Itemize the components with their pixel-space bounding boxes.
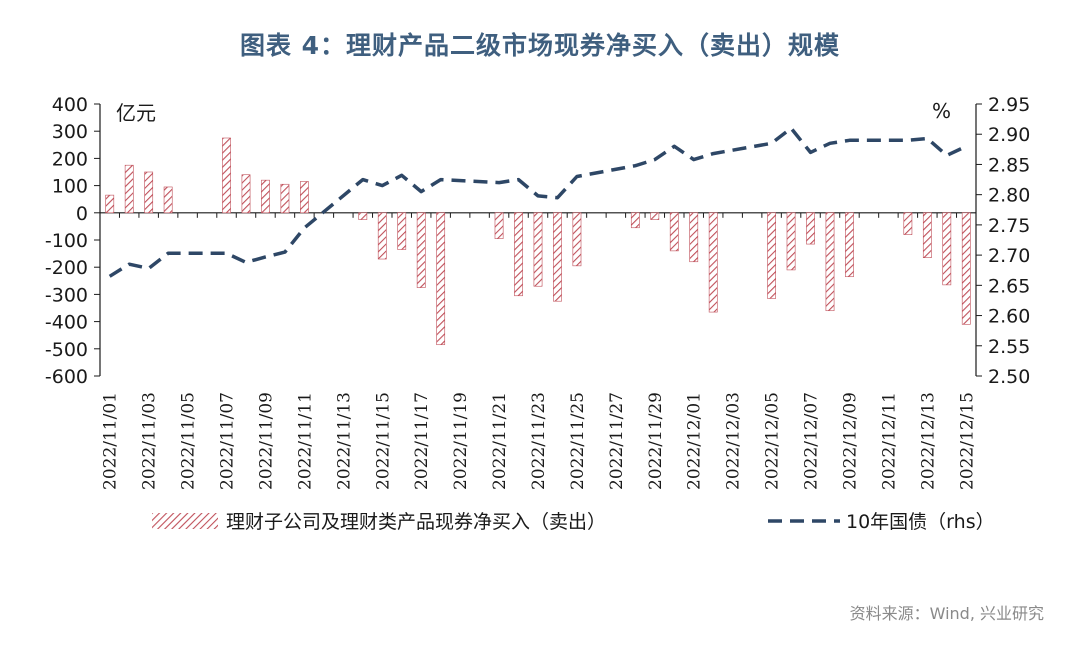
bar bbox=[105, 194, 115, 214]
left-axis-unit: 亿元 bbox=[116, 101, 156, 125]
legend-bar-label: 理财子公司及理财类产品现券净买入（卖出） bbox=[226, 511, 606, 533]
bar bbox=[124, 164, 134, 214]
x-tick-label: 2022/11/27 bbox=[607, 392, 627, 490]
x-tick-label: 2022/11/01 bbox=[101, 392, 121, 490]
bar bbox=[494, 212, 504, 239]
left-tick-label: -200 bbox=[45, 257, 88, 279]
legend-bar-swatch bbox=[152, 513, 218, 529]
bar bbox=[825, 212, 835, 312]
right-tick-label: 2.60 bbox=[988, 306, 1030, 328]
bar bbox=[942, 212, 952, 286]
right-tick-label: 2.75 bbox=[988, 215, 1030, 237]
x-tick-label: 2022/11/25 bbox=[568, 392, 588, 490]
yield-line bbox=[108, 126, 968, 278]
bar bbox=[689, 212, 699, 263]
left-tick-label: 100 bbox=[52, 176, 88, 198]
x-tick-label: 2022/11/13 bbox=[334, 392, 354, 490]
bar bbox=[241, 174, 251, 214]
bar bbox=[903, 212, 913, 235]
x-tick-label: 2022/11/21 bbox=[490, 392, 510, 490]
right-tick-label: 2.70 bbox=[988, 245, 1030, 267]
x-tick-label: 2022/12/01 bbox=[685, 392, 705, 490]
left-tick-label: -500 bbox=[45, 339, 88, 361]
bar bbox=[514, 212, 523, 297]
left-tick-label: -300 bbox=[45, 284, 88, 306]
chart-title: 图表 4：理财产品二级市场现券净买入（卖出）规模 bbox=[239, 31, 841, 60]
bar bbox=[261, 179, 270, 214]
bar bbox=[806, 212, 815, 245]
right-tick-label: 2.80 bbox=[988, 185, 1030, 207]
bar bbox=[786, 212, 796, 271]
left-tick-label: -600 bbox=[45, 366, 88, 388]
left-tick-label: 200 bbox=[52, 148, 88, 170]
right-tick-label: 2.90 bbox=[988, 124, 1030, 146]
bar bbox=[397, 212, 407, 250]
right-tick-label: 2.50 bbox=[988, 366, 1030, 388]
bar bbox=[767, 212, 776, 299]
left-tick-label: -100 bbox=[45, 230, 88, 252]
legend-line-label: 10年国债（rhs） bbox=[846, 511, 995, 533]
x-tick-label: 2022/12/09 bbox=[840, 392, 860, 490]
bar bbox=[669, 212, 679, 252]
bar bbox=[144, 171, 154, 214]
right-tick-label: 2.65 bbox=[988, 275, 1030, 297]
bar bbox=[572, 212, 582, 267]
bar bbox=[845, 212, 854, 278]
bar bbox=[416, 212, 426, 288]
bar bbox=[922, 212, 932, 258]
x-tick-label: 2022/12/15 bbox=[957, 392, 977, 490]
bar bbox=[377, 212, 387, 260]
x-tick-label: 2022/11/05 bbox=[179, 392, 199, 490]
bar bbox=[961, 212, 971, 325]
bar bbox=[553, 212, 562, 302]
x-tick-label: 2022/11/03 bbox=[140, 392, 160, 490]
tick-labels: 400 300 200 100 0 -100 -200 -300 -400 -500 -600 2.9… bbox=[45, 94, 1030, 490]
x-tick-label: 2022/11/15 bbox=[373, 392, 393, 490]
bar bbox=[163, 186, 173, 214]
bar bbox=[533, 212, 543, 287]
x-tick-label: 2022/11/09 bbox=[256, 392, 276, 490]
left-tick-label: -400 bbox=[45, 312, 88, 334]
bar bbox=[222, 137, 231, 214]
x-tick-label: 2022/11/19 bbox=[451, 392, 471, 490]
bar bbox=[436, 212, 446, 346]
bar-series bbox=[105, 137, 971, 346]
right-tick-label: 2.55 bbox=[988, 336, 1030, 358]
x-tick-label: 2022/12/07 bbox=[802, 392, 822, 490]
bar bbox=[280, 183, 290, 214]
x-tick-label: 2022/11/29 bbox=[646, 392, 666, 490]
bar bbox=[650, 212, 660, 220]
legend: 理财子公司及理财类产品现券净买入（卖出） 10年国债（rhs） bbox=[152, 511, 995, 533]
x-tick-label: 2022/12/03 bbox=[724, 392, 744, 490]
right-axis-unit: % bbox=[932, 99, 951, 123]
x-tick-label: 2022/11/11 bbox=[295, 392, 315, 490]
x-tick-label: 2022/11/07 bbox=[218, 392, 238, 490]
source-note: 资料来源：Wind, 兴业研究 bbox=[849, 604, 1044, 623]
x-tick-label: 2022/11/23 bbox=[529, 392, 549, 490]
left-tick-label: 300 bbox=[52, 121, 88, 143]
line-series bbox=[108, 126, 968, 278]
bar bbox=[708, 212, 718, 313]
x-tick-label: 2022/11/17 bbox=[412, 392, 432, 490]
right-tick-label: 2.95 bbox=[988, 94, 1030, 116]
left-tick-label: 400 bbox=[52, 94, 88, 116]
bar bbox=[630, 212, 640, 229]
x-tick-label: 2022/12/05 bbox=[763, 392, 783, 490]
bar bbox=[300, 181, 309, 214]
left-tick-label: 0 bbox=[76, 203, 88, 225]
x-tick-label: 2022/12/11 bbox=[879, 392, 899, 490]
x-tick-label: 2022/12/13 bbox=[918, 392, 938, 490]
bar bbox=[358, 212, 368, 220]
right-tick-label: 2.85 bbox=[988, 154, 1030, 176]
